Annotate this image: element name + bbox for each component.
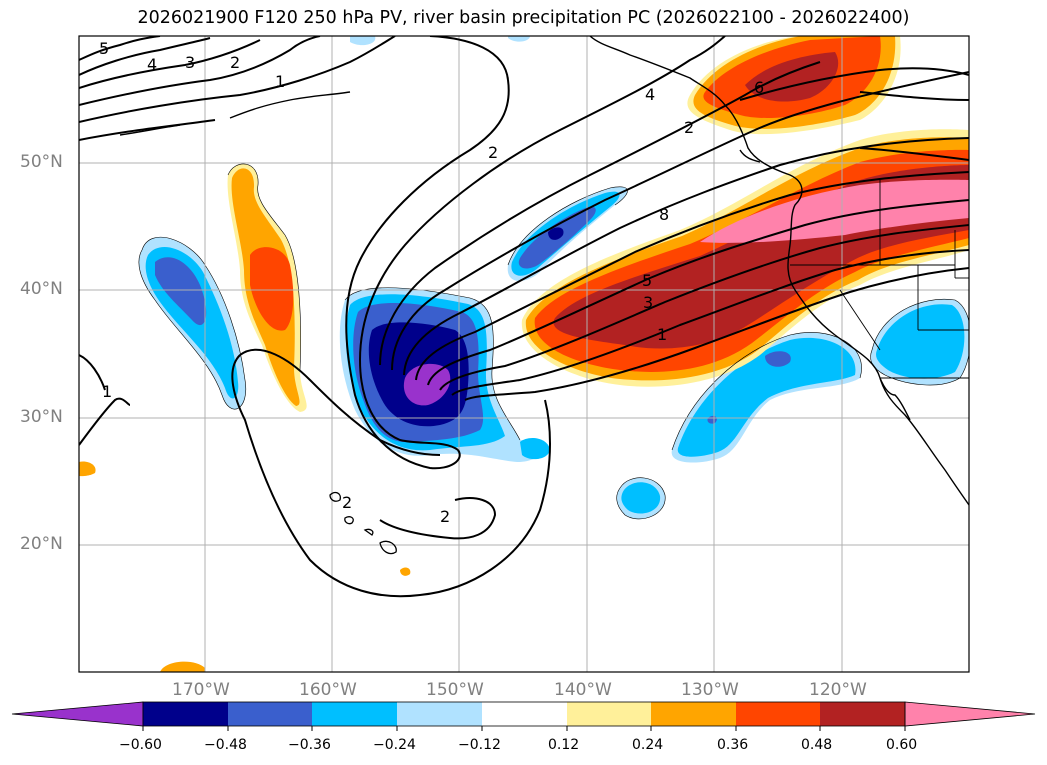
lon-label-130w: 130°W bbox=[681, 680, 739, 700]
colorbar-bin bbox=[736, 702, 820, 726]
colorbar-bin bbox=[397, 702, 482, 726]
hawaii-islands bbox=[329, 491, 397, 555]
colorbar-bin bbox=[651, 702, 736, 726]
colorbar-tick-label: −0.24 bbox=[373, 737, 416, 753]
contour-label: 5 bbox=[99, 39, 109, 58]
colorbar bbox=[11, 701, 1036, 731]
colorbar-bin bbox=[228, 702, 312, 726]
shading-outlines bbox=[138, 163, 969, 520]
contour-label: 1 bbox=[657, 325, 667, 344]
colorbar-tick-label: −0.60 bbox=[119, 737, 162, 753]
lon-label-120w: 120°W bbox=[809, 680, 867, 700]
gridlines bbox=[79, 36, 969, 672]
contour-label: 2 bbox=[488, 143, 498, 162]
contour-label: 5 bbox=[642, 271, 652, 290]
map-plot-area: 5 4 3 2 1 2 4 6 8 5 3 1 1 2 2 2 bbox=[79, 36, 969, 672]
colorbar-max-extend bbox=[904, 701, 1036, 727]
lon-label-140w: 140°W bbox=[554, 680, 612, 700]
contour-label: 2 bbox=[230, 53, 240, 72]
contour-label: 3 bbox=[185, 53, 195, 72]
colorbar-bin bbox=[143, 702, 228, 726]
map-frame bbox=[78, 35, 970, 673]
lon-label-160w: 160°W bbox=[299, 680, 357, 700]
lat-label-50n: 50°N bbox=[20, 152, 63, 172]
colorbar-tick-label: 0.48 bbox=[801, 737, 833, 753]
contour-label: 2 bbox=[342, 493, 352, 512]
colorbar-tick-label: 0.60 bbox=[886, 737, 918, 753]
contour-labels: 5 4 3 2 1 2 4 6 8 5 3 1 1 2 2 2 bbox=[99, 39, 764, 526]
colorbar-bin bbox=[312, 702, 397, 726]
contour-label: 1 bbox=[102, 382, 112, 401]
contour-label: 2 bbox=[684, 118, 694, 137]
contour-label: 8 bbox=[659, 205, 669, 224]
lat-label-20n: 20°N bbox=[20, 534, 63, 554]
lat-label-30n: 30°N bbox=[20, 407, 63, 427]
contour-label: 6 bbox=[754, 78, 764, 97]
colorbar-bin bbox=[567, 702, 651, 726]
colorbar-tick-label: −0.12 bbox=[458, 737, 501, 753]
colorbar-bin bbox=[820, 702, 905, 726]
contour-label: 3 bbox=[643, 293, 653, 312]
colorbar-bin bbox=[482, 702, 567, 726]
pv-contours bbox=[79, 36, 969, 598]
lon-label-150w: 150°W bbox=[426, 680, 484, 700]
colorbar-tick-label: −0.36 bbox=[288, 737, 331, 753]
contour-label: 1 bbox=[275, 72, 285, 91]
map-title: 2026021900 F120 250 hPa PV, river basin … bbox=[137, 8, 910, 28]
colorbar-tick-label: 0.24 bbox=[632, 737, 664, 753]
colorbar-tick-label: 0.36 bbox=[717, 737, 749, 753]
colorbar-tick-label: 0.12 bbox=[548, 737, 580, 753]
colorbar-min-extend bbox=[11, 701, 144, 727]
contour-label: 4 bbox=[645, 85, 655, 104]
colorbar-tick-label: −0.48 bbox=[204, 737, 247, 753]
coastlines bbox=[119, 36, 969, 506]
contour-label: 2 bbox=[440, 507, 450, 526]
contour-label: 4 bbox=[147, 55, 157, 74]
lon-label-170w: 170°W bbox=[172, 680, 230, 700]
lat-label-40n: 40°N bbox=[20, 279, 63, 299]
